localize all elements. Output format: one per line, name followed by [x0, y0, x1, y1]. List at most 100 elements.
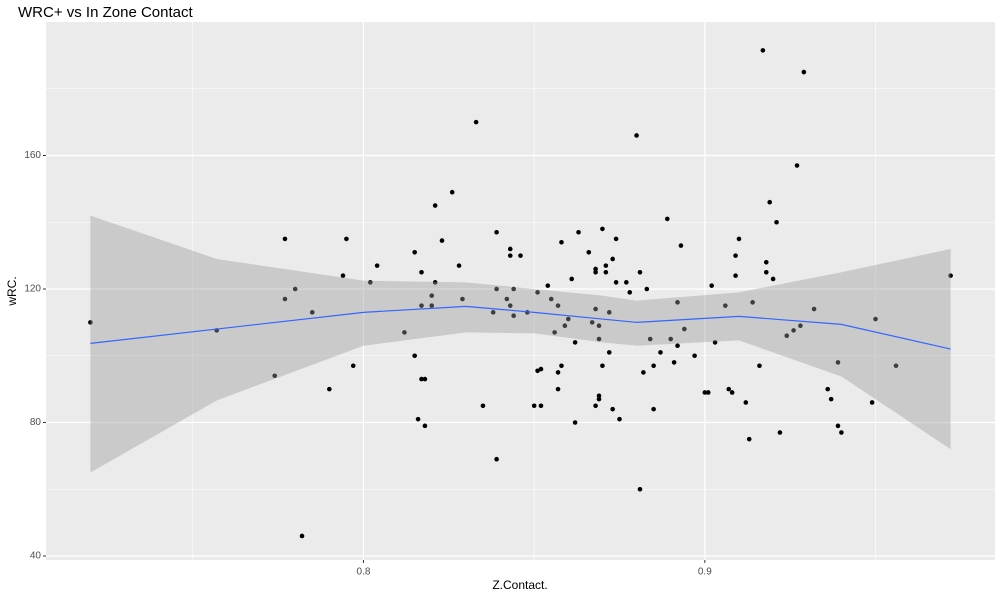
point — [593, 306, 598, 312]
point — [422, 376, 428, 382]
point — [613, 236, 619, 242]
point — [555, 386, 561, 392]
point — [733, 253, 738, 258]
point — [538, 403, 544, 409]
point — [511, 313, 516, 318]
point — [327, 386, 332, 392]
point — [606, 310, 612, 315]
point — [723, 303, 728, 308]
point — [743, 400, 749, 405]
point — [422, 423, 428, 429]
point — [507, 253, 513, 258]
point — [658, 350, 663, 355]
point — [675, 300, 680, 305]
point — [596, 396, 602, 402]
point — [702, 390, 708, 395]
point — [712, 340, 718, 345]
point — [784, 333, 790, 339]
point — [552, 330, 557, 335]
point — [603, 270, 609, 275]
point — [610, 256, 615, 262]
point — [412, 249, 417, 255]
point — [88, 320, 93, 325]
point — [600, 226, 605, 232]
point — [835, 360, 841, 365]
point — [565, 316, 571, 322]
point — [460, 296, 465, 302]
point — [511, 286, 516, 292]
point — [675, 343, 680, 349]
point — [572, 420, 578, 425]
point — [774, 219, 779, 225]
point — [637, 486, 643, 492]
point — [948, 273, 953, 278]
point — [282, 236, 288, 242]
point — [835, 423, 841, 429]
point — [596, 393, 602, 399]
point — [272, 373, 278, 379]
point — [429, 303, 435, 308]
point — [606, 350, 612, 355]
point — [480, 403, 486, 409]
point — [828, 396, 834, 402]
y-tick-label: 120 — [24, 284, 41, 295]
confidence-band — [90, 215, 951, 473]
point — [839, 430, 844, 435]
point — [641, 370, 646, 375]
point — [678, 243, 684, 248]
y-tick-label: 80 — [30, 417, 42, 428]
point — [873, 316, 878, 322]
point — [794, 163, 800, 168]
point — [535, 290, 540, 295]
point — [419, 376, 424, 382]
point — [705, 390, 711, 395]
point — [572, 340, 578, 345]
point — [600, 363, 605, 369]
point — [456, 263, 462, 268]
point — [757, 363, 762, 369]
point — [545, 283, 551, 288]
x-axis-label: Z.Contact. — [492, 578, 547, 592]
point — [555, 370, 561, 375]
panel — [46, 22, 995, 560]
y-tick-label: 160 — [24, 150, 41, 161]
point — [811, 306, 817, 312]
point — [610, 406, 615, 412]
point — [647, 336, 653, 342]
point — [746, 436, 752, 442]
point — [586, 249, 592, 255]
point — [494, 229, 499, 235]
point — [593, 266, 598, 272]
point — [569, 276, 575, 282]
point — [402, 330, 407, 335]
point — [412, 353, 417, 359]
point — [733, 273, 738, 278]
point — [617, 416, 622, 422]
point — [490, 310, 496, 315]
point — [763, 270, 769, 275]
point — [763, 259, 769, 265]
point — [603, 263, 609, 268]
point — [473, 119, 479, 125]
point — [518, 253, 523, 258]
point — [340, 273, 346, 278]
point — [770, 276, 776, 282]
point — [692, 353, 697, 359]
point — [596, 323, 602, 329]
point — [729, 390, 735, 395]
point — [282, 296, 288, 302]
point — [432, 280, 438, 285]
point — [644, 286, 650, 292]
point — [624, 280, 629, 285]
point — [613, 280, 619, 285]
point — [760, 48, 766, 53]
point — [559, 363, 564, 369]
point — [562, 323, 568, 329]
point — [507, 303, 513, 308]
point — [825, 386, 831, 392]
point — [869, 400, 875, 405]
point — [651, 406, 656, 412]
point — [419, 303, 424, 308]
point — [535, 368, 540, 374]
